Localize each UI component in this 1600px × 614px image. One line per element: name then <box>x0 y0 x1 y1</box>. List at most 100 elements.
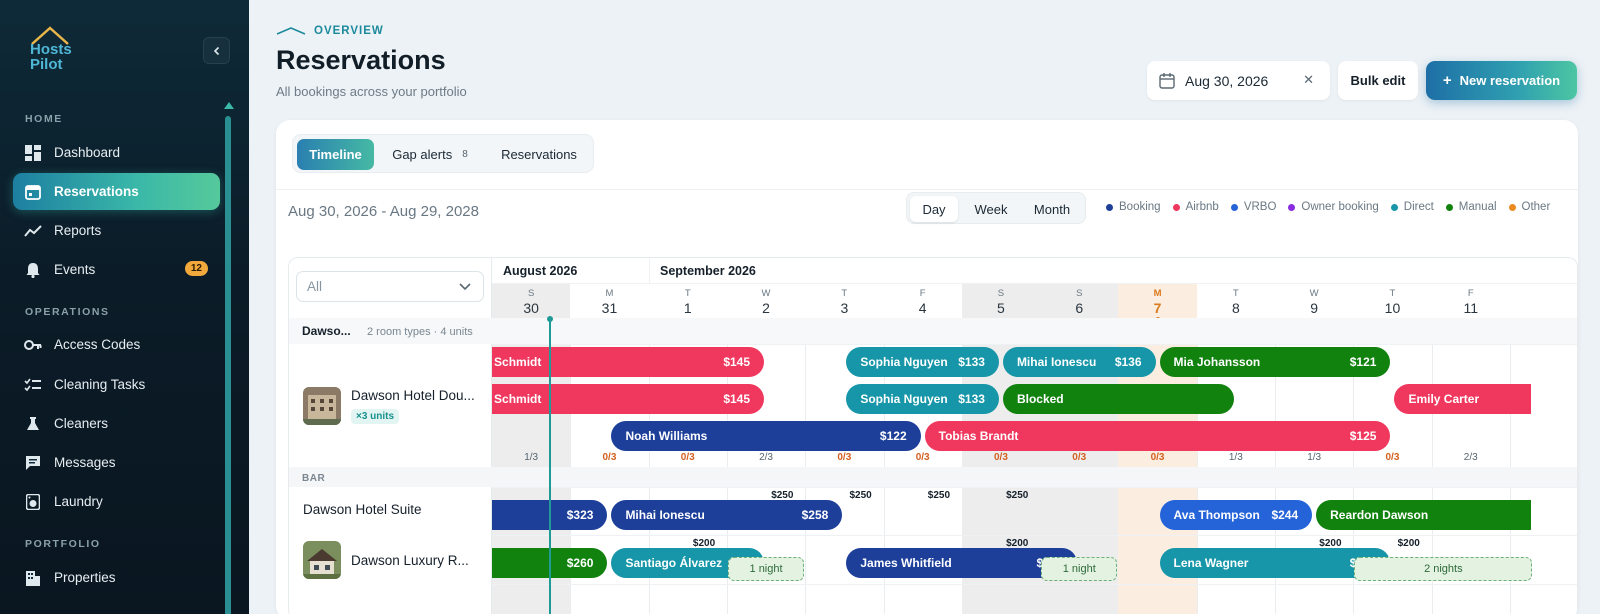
guest-name: Ava Thompson <box>1173 508 1260 522</box>
day-header[interactable]: S 30 <box>492 284 570 318</box>
guest-name: Reardon Dawson <box>1330 508 1429 522</box>
scroll-up-arrow-icon[interactable] <box>224 102 234 109</box>
grid-line <box>570 318 572 614</box>
property-row-dawson-luxury[interactable]: Dawson Luxury R... <box>303 541 469 579</box>
reservation-bar[interactable]: Reardon Dawson <box>1316 500 1532 530</box>
reservation-bar[interactable]: Noah Williams $122 <box>611 421 921 451</box>
sidebar-scrollbar[interactable] <box>223 102 234 614</box>
reservation-bar[interactable]: Sophia Nguyen $133 <box>846 384 999 414</box>
reservation-bar[interactable]: Mia Johansson $121 <box>1159 347 1391 377</box>
property-row-dawson-hotel-suite[interactable]: Dawson Hotel Suite <box>303 502 422 517</box>
property-name: Dawson Hotel Dou... <box>351 388 475 403</box>
sidebar-item-reservations[interactable]: Reservations <box>13 173 220 210</box>
day-of-week: F <box>919 288 926 299</box>
day-header[interactable]: M 31 <box>570 284 648 318</box>
sidebar-item-label: Properties <box>54 570 116 585</box>
scrollbar-thumb[interactable] <box>225 116 231 614</box>
guest-name: ah Schmidt <box>476 355 542 369</box>
availability-count: 0/3 <box>1150 452 1165 463</box>
sidebar-item-properties[interactable]: Properties <box>13 559 220 596</box>
timeline-grid: S301/3$120M310/3$120T10/3$120W22/3$120T3… <box>288 257 1578 614</box>
sidebar-item-dashboard[interactable]: Dashboard <box>13 134 220 171</box>
reservation-price: $133 <box>958 392 985 406</box>
grid-line <box>805 318 807 614</box>
new-reservation-button[interactable]: + New reservation <box>1426 61 1577 100</box>
reservation-price: $133 <box>958 355 985 369</box>
gap-night-slot[interactable]: 1 night <box>1041 557 1118 581</box>
collapse-sidebar-button[interactable] <box>203 37 230 64</box>
grid-line <box>1509 318 1511 614</box>
reservation-bar[interactable]: ah Schmidt $145 <box>462 384 765 414</box>
row-divider <box>289 487 1577 488</box>
sidebar-item-messages[interactable]: Messages <box>13 444 220 481</box>
reservation-price: $122 <box>879 429 907 443</box>
gap-night-slot[interactable]: 2 nights <box>1354 557 1533 581</box>
sidebar-item-cleaners[interactable]: Cleaners <box>13 405 220 442</box>
gap-night-slot[interactable]: 1 night <box>727 557 805 581</box>
reservation-price: $145 <box>723 355 751 369</box>
day-number: 8 <box>1231 300 1240 316</box>
property-row-dawson-hotel-double[interactable]: Dawson Hotel Dou... ×3 units <box>303 387 475 425</box>
property-thumbnail <box>303 541 341 579</box>
day-header[interactable]: F 11 <box>1432 284 1510 318</box>
guest-name: Sophia Nguyen <box>860 392 948 406</box>
reservation-bar[interactable]: James Whitfield$214 <box>846 548 1078 578</box>
sidebar-item-events[interactable]: Events 12 <box>13 251 220 288</box>
sidebar-item-cleaning-tasks[interactable]: Cleaning Tasks <box>13 366 220 403</box>
view-mode-month[interactable]: Month <box>1033 201 1071 217</box>
current-time-line <box>549 318 552 614</box>
clear-date-icon[interactable]: ✕ <box>1303 72 1314 87</box>
property-filter-select[interactable]: All <box>296 271 484 302</box>
sidebar-item-laundry[interactable]: Laundry <box>13 483 220 520</box>
sidebar-item-label: Events <box>54 262 96 277</box>
reservation-bar[interactable]: ah Schmidt $145 <box>462 347 765 377</box>
availability-count: 0/3 <box>1385 452 1400 463</box>
reservation-bar[interactable]: Ava Thompson $244 <box>1159 500 1313 530</box>
sidebar-item-label: Laundry <box>54 494 103 509</box>
day-number: 4 <box>918 300 927 316</box>
reservation-price: $258 <box>801 508 829 522</box>
date-picker[interactable]: Aug 30, 2026 ✕ <box>1147 61 1330 100</box>
tab-gap-alerts[interactable]: Gap alerts 8 <box>379 139 481 170</box>
day-of-week: S <box>1076 288 1083 299</box>
date-value: Aug 30, 2026 <box>1185 72 1269 89</box>
guest-name: James Whitfield <box>860 556 952 570</box>
bulk-edit-button[interactable]: Bulk edit <box>1338 61 1418 100</box>
grid-line <box>648 318 650 614</box>
reservation-bar[interactable]: Mihai Ionescu $258 <box>611 500 843 530</box>
property-column: All Dawso... 2 room types · 4 units Daws… <box>289 258 492 614</box>
chevron-down-icon <box>459 283 471 291</box>
view-mode-week[interactable]: Week <box>974 201 1008 217</box>
sidebar-item-reports[interactable]: Reports <box>13 212 220 249</box>
reservation-bar[interactable]: Tobias Brandt $125 <box>924 421 1391 451</box>
reservation-bar[interactable]: Emily Carter <box>1394 384 1532 414</box>
suite-nightly-price: $250 <box>1006 490 1029 501</box>
reservation-bar[interactable]: Lena Wagner$198 <box>1159 548 1391 578</box>
reservation-bar[interactable]: Mihai Ionescu $136 <box>1002 347 1156 377</box>
sidebar-item-access-codes[interactable]: Access Codes <box>13 326 220 363</box>
reservation-bar[interactable]: Sophia Nguyen $133 <box>846 347 999 377</box>
view-mode-day[interactable]: Day <box>910 196 958 222</box>
group-name[interactable]: Dawso... <box>302 324 351 338</box>
reservation-bar[interactable]: Blocked <box>1002 384 1234 414</box>
tab-timeline[interactable]: Timeline <box>297 139 374 170</box>
legend-item: VRBO <box>1230 201 1276 213</box>
tab-reservations[interactable]: Reservations <box>487 139 591 170</box>
day-of-week: M <box>605 288 614 299</box>
month-label: August 2026 <box>503 264 578 278</box>
hostspilot-logo[interactable]: Hosts Pilot <box>28 24 84 72</box>
legend-label: Manual <box>1458 201 1497 213</box>
legend-label: Other <box>1521 201 1551 213</box>
day-header[interactable]: T 10 <box>1353 284 1431 318</box>
property-name: Dawson Luxury R... <box>351 552 469 568</box>
key-icon <box>24 336 42 354</box>
